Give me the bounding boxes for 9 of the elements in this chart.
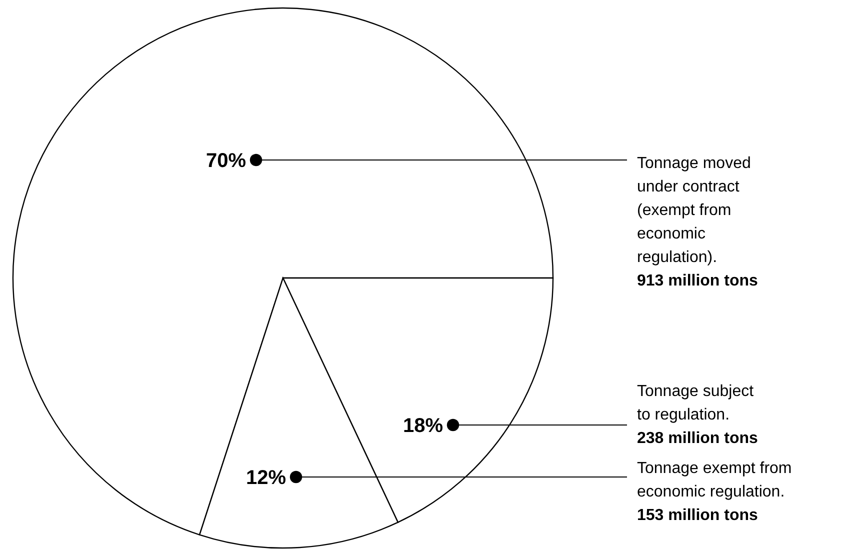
slice-label: Tonnage exempt from economic regulation.: [637, 460, 792, 500]
text: 153 million tons: [637, 507, 758, 524]
data-label: 70%: [206, 150, 246, 172]
text: 913 million tons: [637, 272, 758, 290]
slice-label: Tonnage moved under contract (exempt from economic regulation).: [637, 155, 751, 266]
text: 238 million tons: [637, 430, 758, 447]
slice-label: Tonnage subject to regulation.: [637, 383, 754, 424]
data-label: 12%: [246, 467, 286, 489]
data-label: 18%: [402, 415, 444, 437]
